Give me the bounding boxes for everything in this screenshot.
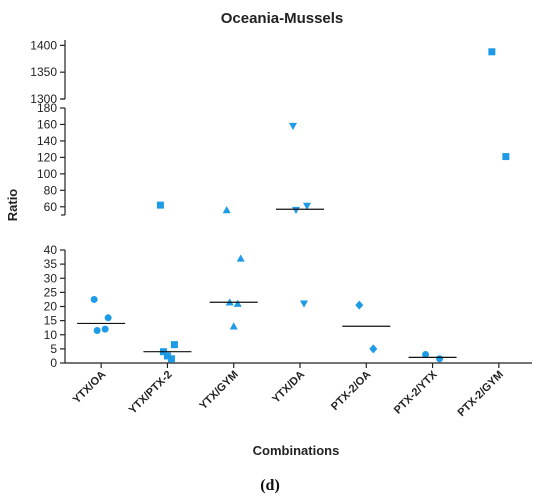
y-tick-label: 1300 bbox=[30, 92, 57, 106]
data-point bbox=[156, 201, 164, 209]
data-point bbox=[303, 202, 311, 210]
y-tick-label: 60 bbox=[44, 200, 58, 214]
data-point bbox=[236, 254, 245, 262]
y-tick-label: 1350 bbox=[30, 65, 57, 79]
data-point bbox=[101, 325, 109, 333]
y-tick-label: 120 bbox=[37, 150, 57, 164]
y-tick-label: 1400 bbox=[30, 38, 57, 52]
panel-label: (d) bbox=[260, 477, 280, 494]
y-tick-label: 160 bbox=[37, 117, 57, 131]
data-point bbox=[163, 352, 171, 360]
y-tick-label: 20 bbox=[44, 300, 58, 314]
data-point bbox=[229, 322, 238, 330]
y-tick-label: 35 bbox=[44, 257, 58, 271]
x-tick-label: YTX/PTX-2 bbox=[127, 369, 175, 417]
y-axis-label: Ratio bbox=[5, 189, 20, 222]
data-point bbox=[292, 206, 300, 215]
data-point bbox=[93, 327, 101, 335]
x-tick-label: PTX-2/GYM bbox=[456, 369, 506, 419]
y-tick-label: 0 bbox=[50, 356, 57, 370]
data-point bbox=[436, 355, 444, 363]
y-tick-label: 10 bbox=[44, 328, 58, 342]
x-tick-label: PTX-2/OA bbox=[329, 369, 373, 413]
y-tick-label: 15 bbox=[44, 314, 58, 328]
y-tick-label: 40 bbox=[44, 243, 58, 257]
data-point bbox=[369, 344, 378, 354]
data-point bbox=[170, 341, 178, 349]
data-point bbox=[488, 48, 496, 56]
data-point bbox=[289, 122, 297, 131]
y-tick-label: 25 bbox=[44, 285, 58, 299]
data-point bbox=[355, 300, 364, 310]
data-point bbox=[422, 351, 430, 359]
y-tick-label: 80 bbox=[44, 183, 58, 197]
data-point bbox=[502, 153, 510, 161]
data-point bbox=[222, 206, 231, 214]
y-tick-label: 5 bbox=[50, 342, 57, 356]
y-tick-label: 180 bbox=[37, 101, 57, 115]
data-point bbox=[167, 355, 175, 363]
data-point bbox=[90, 295, 98, 303]
y-tick-label: 140 bbox=[37, 134, 57, 148]
y-tick-label: 100 bbox=[37, 167, 57, 181]
data-point bbox=[104, 314, 112, 322]
data-point bbox=[233, 299, 242, 307]
x-tick-label: PTX-2/YTX bbox=[392, 368, 440, 416]
x-tick-label: YTX/OA bbox=[71, 369, 108, 406]
chart-title: Oceania-Mussels bbox=[221, 10, 344, 27]
data-points bbox=[77, 48, 510, 363]
x-axis-label: Combinations bbox=[253, 443, 340, 458]
y-tick-label: 30 bbox=[44, 271, 58, 285]
x-tick-label: YTX/GYM bbox=[197, 369, 240, 412]
x-tick-label: YTX/DA bbox=[270, 369, 307, 406]
data-point bbox=[300, 300, 308, 308]
